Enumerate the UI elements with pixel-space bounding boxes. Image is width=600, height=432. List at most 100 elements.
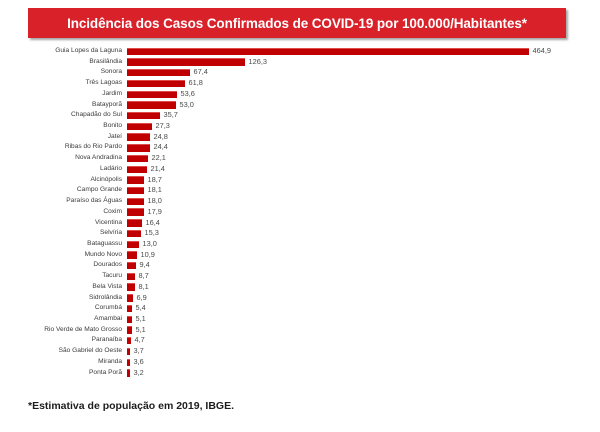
bar-value-label: 17,9 [147,206,162,216]
bar-row: Paraíso das Águas 18,0 [0,196,600,207]
page-title: Incidência dos Casos Confirmados de COVI… [67,15,527,31]
bar-segment [127,315,132,324]
bar-value-label: 6,9 [136,292,147,302]
bar-category-label: Coxim [103,207,122,215]
bar-segment [127,347,130,356]
bar-value-label: 3,7 [133,346,144,356]
bar-track: 6,9 [127,293,147,304]
bar-segment [127,294,133,302]
bar-category-label: Tacuru [102,272,122,280]
bar-category-label: Selvíria [100,229,122,237]
bar-segment [127,272,135,281]
bar-segment [127,197,144,206]
bar-track: 22,1 [127,153,166,164]
bar-segment [127,133,150,141]
bar-value-label: 67,4 [193,67,208,77]
bar-row: Ribas do Rio Pardo 24,4 [0,142,600,153]
bar-value-label: 15,3 [144,228,159,238]
bar-track: 35,7 [127,110,178,121]
bar-row: Bataguassu 13,0 [0,239,600,250]
bar-segment [127,251,137,259]
bar-category-label: Brasilândia [89,57,122,65]
bar-track: 5,1 [127,325,146,336]
bar-row: Sonora 67,4 [0,67,600,78]
bar-segment [127,187,144,195]
bar-track: 8,7 [127,271,149,282]
bar-row: Três Lagoas 61,8 [0,78,600,89]
bar-category-label: Nova Andradina [75,154,122,162]
bar-category-label: Campo Grande [76,186,122,194]
bar-row: Selvíria 15,3 [0,228,600,239]
bar-track: 16,4 [127,218,160,229]
bar-segment [127,69,190,77]
bar-segment [127,283,135,291]
bar-track: 9,4 [127,260,150,271]
bar-row: Sidrolândia 6,9 [0,293,600,304]
bar-category-label: Bataguassu [87,239,122,247]
bar-row: Paranaíba 4,7 [0,335,600,346]
bar-row: Bonito 27,3 [0,121,600,132]
bar-category-label: Sidrolândia [89,293,122,301]
bar-row: Coxim 17,9 [0,207,600,218]
bar-value-label: 464,9 [532,46,552,55]
bar-track: 53,0 [127,100,194,111]
bar-value-label: 18,0 [147,196,162,206]
bar-category-label: Amambai [94,314,122,322]
bar-segment [127,111,160,120]
bar-segment [127,165,147,173]
bar-value-label: 18,7 [147,174,162,184]
bar-row: Mundo Novo 10,9 [0,250,600,261]
bar-segment [127,122,152,131]
bar-category-label: Paraíso das Águas [66,197,122,205]
bar-segment [127,304,132,313]
bar-value-label: 126,3 [248,56,268,66]
bar-track: 126,3 [127,57,267,68]
bar-category-label: Chapadão do Sul [71,111,122,119]
bar-track: 67,4 [127,67,208,78]
bar-segment [127,369,130,377]
bar-track: 18,0 [127,196,162,207]
bar-value-label: 53,6 [180,88,195,98]
bar-row: Chapadão do Sul 35,7 [0,110,600,121]
bar-row: Ladário 21,4 [0,164,600,175]
bar-row: Alcinópolis 18,7 [0,175,600,186]
bar-value-label: 24,8 [153,131,168,141]
bar-track: 5,4 [127,303,146,314]
bar-value-label: 3,6 [133,356,144,366]
bar-row: Corumbá 5,4 [0,303,600,314]
bar-category-label: Mundo Novo [84,250,122,258]
bar-segment [127,229,141,238]
bar-segment [127,358,130,366]
bar-track: 5,1 [127,314,146,325]
bar-track: 61,8 [127,78,203,89]
bar-value-label: 10,9 [140,249,155,259]
bar-row: Jateí 24,8 [0,132,600,143]
bar-value-label: 18,1 [147,185,162,195]
bar-value-label: 21,4 [150,163,165,173]
bar-track: 18,7 [127,175,162,186]
bar-segment [127,326,132,334]
bar-track: 24,8 [127,132,168,143]
bar-track: 15,3 [127,228,159,239]
bar-segment [127,262,136,270]
bar-track: 18,1 [127,185,162,196]
bar-row: Nova Andradina 22,1 [0,153,600,164]
bar-category-label: Rio Verde de Mato Grosso [44,325,122,333]
bar-category-label: Corumbá [94,304,122,312]
bar-chart-plot-area: Guia Lopes da Laguna 464,9 Brasilândia 126,… [0,46,600,386]
bar-value-label: 22,1 [151,153,166,163]
bar-value-label: 5,4 [135,303,146,313]
bar-row: Guia Lopes da Laguna 464,9 [0,46,600,57]
bar-value-label: 8,1 [138,281,149,291]
bar-category-label: Miranda [98,357,122,365]
bar-category-label: Sonora [100,68,122,76]
bar-row: Vicentina 16,4 [0,218,600,229]
bar-row: Amambai 5,1 [0,314,600,325]
bar-row: Miranda 3,6 [0,357,600,368]
bar-category-label: Ladário [100,164,122,172]
bar-segment [127,144,150,152]
bar-category-label: Alcinópolis [90,175,122,183]
bar-track: 464,9 [127,46,551,57]
bar-category-label: São Gabriel do Oeste [58,347,122,355]
bar-segment [127,337,131,345]
